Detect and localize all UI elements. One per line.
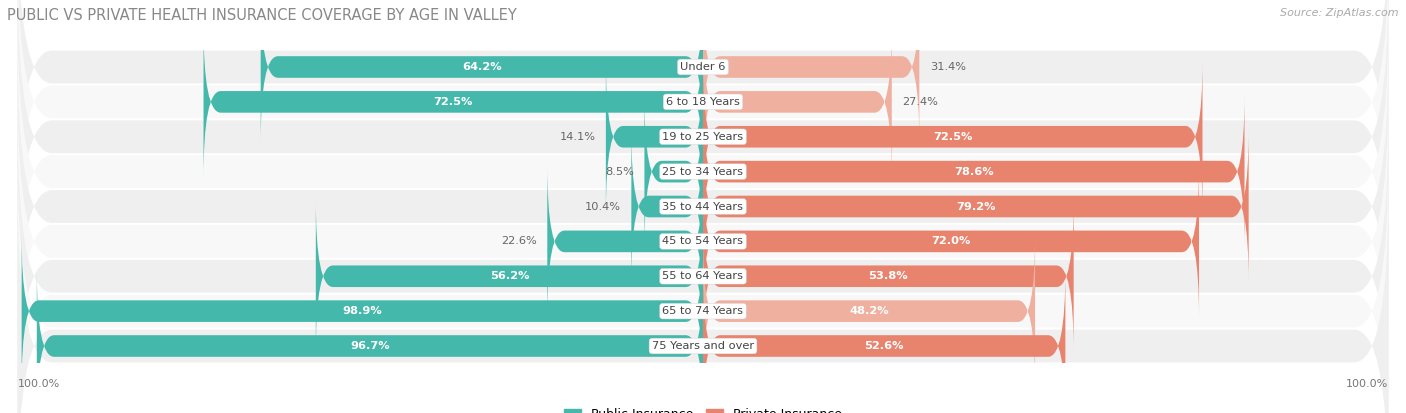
Text: 65 to 74 Years: 65 to 74 Years [662,306,744,316]
Text: 10.4%: 10.4% [585,202,621,211]
FancyBboxPatch shape [17,83,1389,399]
FancyBboxPatch shape [644,95,703,248]
Text: 14.1%: 14.1% [560,132,596,142]
Text: 79.2%: 79.2% [956,202,995,211]
FancyBboxPatch shape [703,165,1199,318]
Text: 56.2%: 56.2% [489,271,529,281]
FancyBboxPatch shape [703,0,920,143]
FancyBboxPatch shape [703,26,891,178]
Text: PUBLIC VS PRIVATE HEALTH INSURANCE COVERAGE BY AGE IN VALLEY: PUBLIC VS PRIVATE HEALTH INSURANCE COVER… [7,8,517,23]
Text: Under 6: Under 6 [681,62,725,72]
Legend: Public Insurance, Private Insurance: Public Insurance, Private Insurance [558,403,848,413]
FancyBboxPatch shape [17,48,1389,365]
Text: 19 to 25 Years: 19 to 25 Years [662,132,744,142]
Text: 52.6%: 52.6% [865,341,904,351]
FancyBboxPatch shape [260,0,703,143]
Text: 72.0%: 72.0% [931,236,970,247]
FancyBboxPatch shape [703,130,1249,283]
Text: 48.2%: 48.2% [849,306,889,316]
Text: 27.4%: 27.4% [903,97,938,107]
Text: 8.5%: 8.5% [605,166,634,177]
FancyBboxPatch shape [17,153,1389,413]
Text: 75 Years and over: 75 Years and over [652,341,754,351]
Text: 100.0%: 100.0% [1347,379,1389,389]
Text: 45 to 54 Years: 45 to 54 Years [662,236,744,247]
FancyBboxPatch shape [17,14,1389,330]
Text: 72.5%: 72.5% [934,132,973,142]
FancyBboxPatch shape [17,118,1389,413]
FancyBboxPatch shape [17,188,1389,413]
FancyBboxPatch shape [316,200,703,353]
FancyBboxPatch shape [547,165,703,318]
FancyBboxPatch shape [703,95,1244,248]
Text: 22.6%: 22.6% [501,236,537,247]
Text: Source: ZipAtlas.com: Source: ZipAtlas.com [1281,8,1399,18]
FancyBboxPatch shape [37,270,703,413]
Text: 55 to 64 Years: 55 to 64 Years [662,271,744,281]
FancyBboxPatch shape [703,60,1202,213]
FancyBboxPatch shape [21,235,703,387]
Text: 35 to 44 Years: 35 to 44 Years [662,202,744,211]
FancyBboxPatch shape [204,26,703,178]
Text: 100.0%: 100.0% [17,379,59,389]
Text: 96.7%: 96.7% [350,341,389,351]
FancyBboxPatch shape [17,0,1389,260]
Text: 64.2%: 64.2% [463,62,502,72]
Text: 53.8%: 53.8% [869,271,908,281]
FancyBboxPatch shape [631,130,703,283]
Text: 98.9%: 98.9% [343,306,382,316]
FancyBboxPatch shape [703,270,1066,413]
Text: 72.5%: 72.5% [433,97,472,107]
FancyBboxPatch shape [17,0,1389,295]
Text: 31.4%: 31.4% [929,62,966,72]
Text: 78.6%: 78.6% [953,166,994,177]
FancyBboxPatch shape [17,0,1389,225]
FancyBboxPatch shape [703,235,1035,387]
Text: 25 to 34 Years: 25 to 34 Years [662,166,744,177]
FancyBboxPatch shape [703,200,1074,353]
FancyBboxPatch shape [606,60,703,213]
Text: 6 to 18 Years: 6 to 18 Years [666,97,740,107]
